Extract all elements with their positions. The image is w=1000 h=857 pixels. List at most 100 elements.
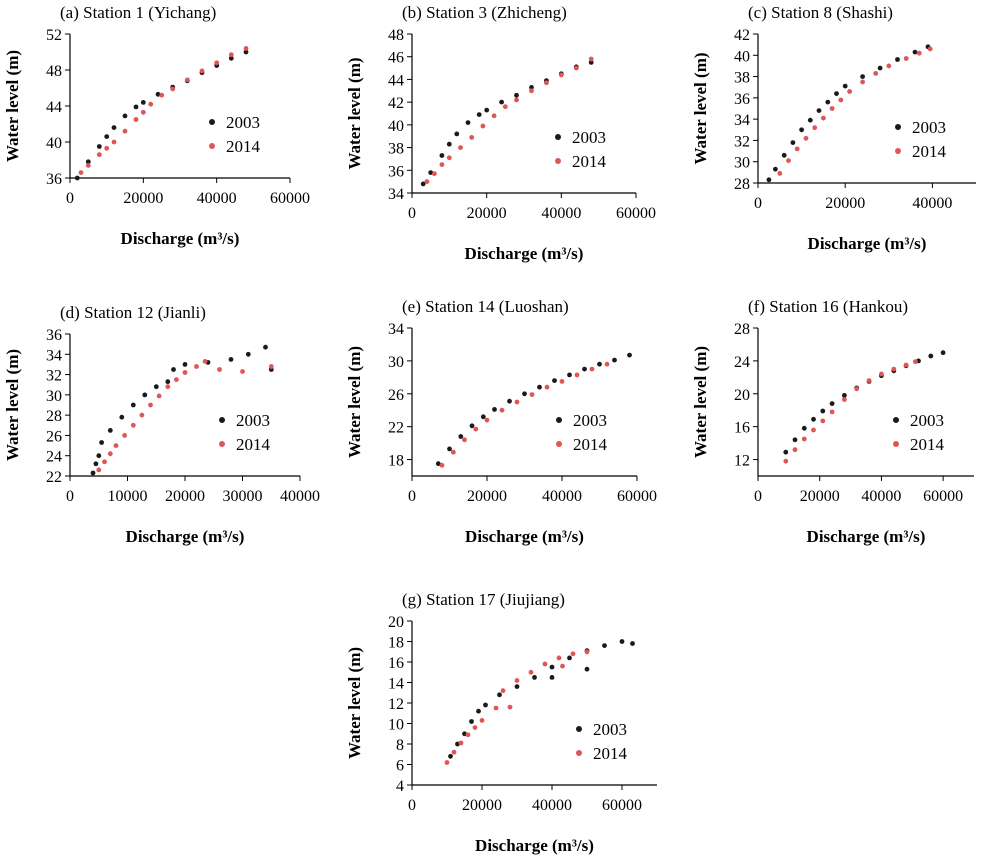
series-2014 [78, 46, 249, 176]
y-tick-label: 38 [734, 70, 750, 87]
series-2003 [766, 44, 931, 183]
panel-title: (a) Station 1 (Yichang) [60, 3, 216, 22]
data-point-2014 [214, 60, 220, 66]
y-tick-label: 36 [46, 327, 62, 344]
data-point-2014 [903, 362, 909, 368]
y-tick-label: 12 [734, 453, 750, 470]
data-point-2003 [85, 159, 91, 165]
data-point-2003 [420, 181, 426, 187]
data-point-2014 [473, 426, 479, 432]
data-point-2003 [549, 675, 555, 680]
data-point-2003 [465, 120, 471, 125]
data-point-2014 [462, 437, 467, 443]
x-tick-label: 0 [408, 797, 416, 814]
data-point-2003 [104, 134, 110, 140]
series-2014 [444, 649, 590, 765]
x-axis-label: Discharge (m³/s) [475, 836, 594, 855]
legend-label-2014: 2014 [593, 744, 628, 763]
data-point-2014 [886, 63, 892, 69]
data-point-2014 [544, 80, 549, 86]
legend-marker-2003 [893, 417, 899, 423]
panel-f: (f) Station 16 (Hankou) 12 16 20 24 28 0 20000 4… [691, 297, 974, 546]
legend-marker-2003 [219, 417, 225, 423]
panel-title: (b) Station 3 (Zhicheng) [402, 3, 567, 22]
data-point-2003 [448, 753, 453, 759]
y-tick-label: 40 [734, 48, 750, 65]
data-point-2003 [130, 402, 136, 408]
x-tick-label: 60000 [617, 488, 657, 505]
data-point-2003 [111, 125, 117, 130]
y-tick-label: 20 [734, 387, 750, 404]
data-point-2014 [573, 65, 579, 71]
x-tick-label: 40000 [861, 488, 901, 505]
y-tick-label: 12 [388, 696, 404, 713]
data-point-2003 [582, 366, 587, 372]
x-tick-label: 0 [66, 488, 74, 505]
legend-marker-2003 [556, 417, 562, 423]
data-point-2014 [202, 359, 208, 364]
data-point-2014 [170, 86, 176, 92]
data-point-2003 [816, 108, 822, 113]
data-point-2014 [879, 371, 884, 377]
x-tick-label: 0 [408, 205, 416, 222]
data-point-2003 [834, 91, 839, 96]
data-point-2014 [122, 128, 128, 134]
data-point-2003 [458, 434, 464, 439]
y-tick-label: 42 [388, 95, 404, 112]
data-point-2014 [111, 139, 117, 145]
data-point-2014 [514, 97, 519, 103]
y-tick-label: 8 [396, 737, 404, 754]
data-point-2003 [435, 461, 441, 467]
data-point-2014 [133, 117, 139, 122]
data-point-2003 [469, 719, 474, 724]
y-tick-label: 48 [46, 63, 62, 80]
data-point-2014 [812, 125, 818, 131]
y-tick-label: 4 [396, 778, 404, 795]
x-axis-label: Discharge (m³/s) [126, 527, 245, 546]
y-tick-label: 26 [388, 387, 404, 404]
y-axis-label: Water level (m) [345, 647, 364, 759]
y-tick-label: 44 [388, 72, 404, 89]
data-point-2003 [529, 85, 534, 90]
x-axis-label: Discharge (m³/s) [121, 229, 240, 248]
legend-label-2003: 2003 [573, 411, 607, 430]
y-tick-label: 46 [388, 50, 404, 67]
panel-a: (a) Station 1 (Yichang) 36 40 44 48 52 0 20000 4… [3, 3, 310, 248]
legend-marker-2014 [555, 158, 561, 164]
data-point-2003 [476, 708, 481, 714]
data-point-2014 [491, 113, 497, 119]
data-point-2003 [428, 170, 434, 176]
legend-label-2003: 2003 [593, 720, 627, 739]
panel-d: (d) Station 12 (Jianli) 22 24 26 28 30 32 34 36 0… [3, 303, 320, 546]
data-point-2003 [446, 141, 452, 147]
x-tick-label: 20000 [800, 488, 840, 505]
data-point-2014 [794, 146, 800, 152]
data-point-2003 [522, 391, 527, 397]
data-point-2014 [479, 718, 485, 723]
x-tick-label: 0 [754, 195, 762, 212]
data-point-2014 [559, 379, 565, 384]
y-axis-label: Water level (m) [345, 57, 364, 169]
legend-label-2003: 2003 [910, 411, 944, 430]
x-tick-label: 60000 [602, 797, 642, 814]
data-point-2003 [829, 401, 835, 406]
data-point-2003 [895, 57, 900, 62]
data-point-2003 [537, 384, 542, 390]
data-point-2003 [820, 408, 826, 414]
data-point-2003 [439, 153, 445, 158]
data-point-2003 [602, 643, 607, 648]
x-tick-label: 20000 [467, 488, 507, 505]
series-2014 [439, 361, 610, 468]
data-point-2003 [90, 470, 96, 476]
x-tick-label: 20000 [825, 195, 865, 212]
data-point-2014 [842, 397, 847, 402]
x-tick-label: 60000 [270, 190, 310, 207]
data-point-2003 [807, 117, 813, 123]
legend-label-2014: 2014 [572, 152, 607, 171]
data-point-2014 [469, 135, 475, 140]
series-2003 [74, 49, 249, 181]
x-axis-label: Discharge (m³/s) [808, 234, 927, 253]
data-point-2003 [484, 107, 490, 113]
data-point-2014 [107, 451, 113, 457]
data-point-2014 [148, 402, 153, 408]
